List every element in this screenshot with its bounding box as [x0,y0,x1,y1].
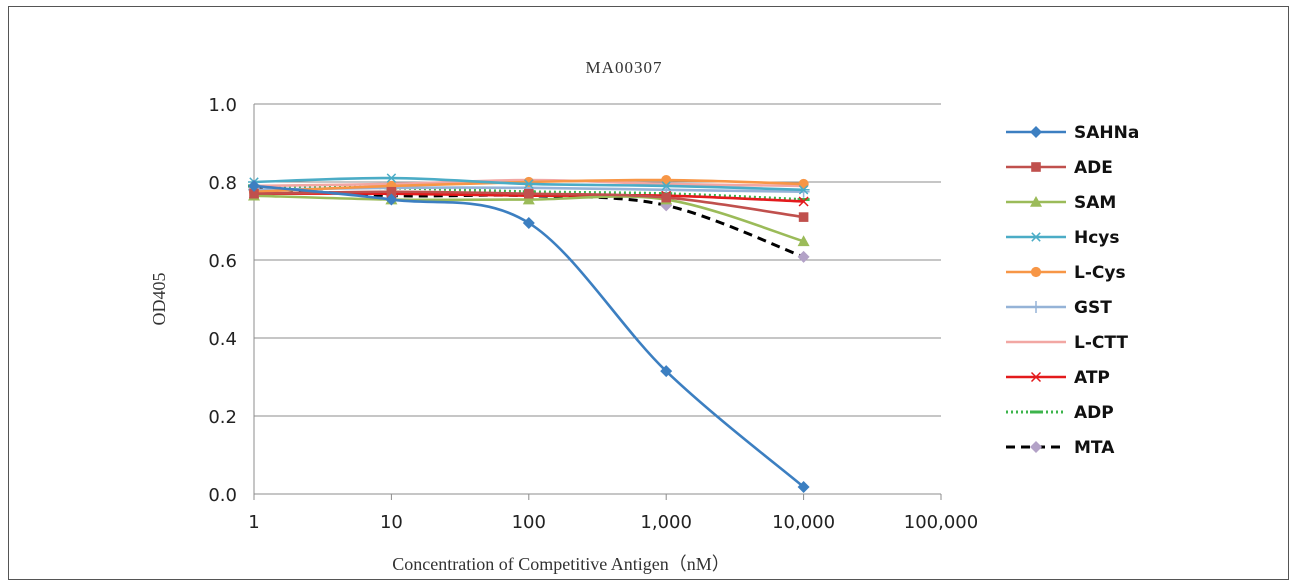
legend-label-gst: GST [1074,298,1112,318]
legend-label-atp: ATP [1074,368,1110,388]
data-point-ade [249,188,259,199]
legend-label-mta: MTA [1074,438,1115,458]
chart-frame: MA00307 OD405 Concentration of Competiti… [8,6,1289,580]
axes [253,104,942,500]
data-point-sam [797,235,810,247]
y-tick-label: 0.6 [208,251,237,272]
legend-item-mta: MTA [1006,438,1115,458]
legend-item-atp: ATP [1006,368,1110,388]
data-point-sahna [522,216,535,229]
legend: SAHNa ADE SAM Hcys L-Cys GST L-CTT ATP ADP MTA [1006,123,1139,458]
data-point-adp [797,198,810,202]
x-axis-label: Concentration of Competitive Antigen（nM） [392,554,729,574]
y-tick-label: 0.4 [208,329,237,350]
data-point-ade [661,192,671,203]
data-point-hcys [522,179,535,189]
x-tick-label: 1,000 [640,512,692,533]
data-point-hcys [797,185,810,195]
data-point-sahna [660,365,673,378]
data-point-sahna [797,480,810,493]
legend-marker-mta [1030,441,1042,453]
x-tick-label: 100,000 [904,512,978,533]
marker-stroke [661,181,671,191]
marker-stroke [386,173,397,183]
legend-marker-adp [1030,410,1042,414]
marker-stroke [798,196,809,207]
marker-stroke [1031,232,1041,242]
series-layer [248,173,810,493]
legend-item-hcys: Hcys [1006,228,1120,248]
legend-marker-atp [1030,371,1042,383]
x-tick-label: 100 [512,512,546,533]
data-point-atp [798,196,809,207]
series-line-sahna [253,184,805,488]
y-axis-label: OD405 [149,273,169,326]
x-tick-label: 1 [248,512,259,533]
legend-marker-sam [1030,196,1042,207]
legend-marker-sahna [1030,126,1042,138]
data-point-ade [524,188,534,199]
marker-stroke [1030,371,1042,383]
legend-marker-gst [1030,301,1042,313]
series-sahna [248,179,810,493]
chart-title: MA00307 [586,58,663,77]
legend-item-ade: ADE [1006,158,1113,178]
data-point-mta [797,250,810,263]
marker-stroke [524,179,534,189]
x-tick-label: 10 [380,512,403,533]
data-point-l-cys [798,178,809,190]
legend-item-sahna: SAHNa [1006,123,1139,143]
y-tick-labels: 0.0 0.2 0.4 0.6 0.8 1.0 [208,95,237,506]
data-point-sahna [248,179,260,192]
series-ade [249,186,809,222]
data-point-l-cys [661,174,672,186]
legend-item-l-ctt: L-CTT [1006,333,1128,353]
chart: MA00307 OD405 Concentration of Competiti… [149,58,1139,574]
legend-marker-hcys [1030,232,1042,242]
marker-stroke [798,185,809,195]
legend-item-sam: SAM [1006,193,1116,213]
data-point-ade [798,212,809,222]
legend-label-hcys: Hcys [1074,228,1120,248]
y-tick-label: 1.0 [208,95,237,116]
legend-item-l-cys: L-Cys [1006,263,1126,283]
data-point-hcys [385,173,398,183]
legend-label-ade: ADE [1074,158,1113,178]
y-tick-label: 0.8 [208,173,237,194]
legend-label-l-ctt: L-CTT [1074,333,1128,353]
legend-item-adp: ADP [1006,403,1114,423]
legend-marker-ade [1031,162,1041,172]
legend-item-gst: GST [1006,298,1112,318]
data-point-ade [386,186,397,197]
y-tick-label: 0.2 [208,407,237,428]
y-tick-label: 0.0 [208,485,237,506]
legend-label-sahna: SAHNa [1074,123,1139,143]
legend-marker-l-cys [1030,266,1042,278]
x-tick-labels: 1 10 100 1,000 10,000 100,000 [248,512,978,533]
data-point-l-cys [523,176,534,188]
legend-label-sam: SAM [1074,193,1116,213]
grid-lines [254,103,941,417]
legend-label-adp: ADP [1074,403,1114,423]
x-tick-label: 10,000 [772,512,835,533]
legend-label-l-cys: L-Cys [1074,263,1126,283]
data-point-hcys [660,181,673,191]
data-point-sahna [385,193,398,206]
data-point-sam [522,193,535,205]
